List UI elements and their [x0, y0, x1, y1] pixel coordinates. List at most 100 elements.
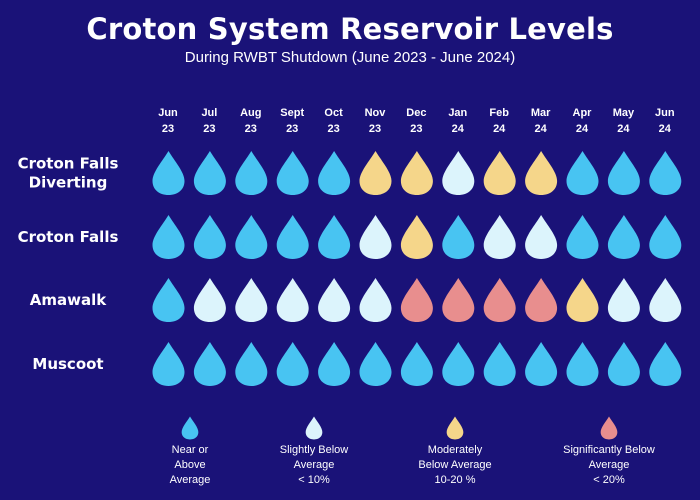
- water-drop-slightly-below: [359, 215, 392, 259]
- water-drop-near-or-above: [152, 278, 185, 322]
- water-drop-slightly-below: [276, 278, 309, 322]
- year-label: 23: [162, 123, 174, 135]
- water-drop-near-or-above: [235, 215, 268, 259]
- water-drop-near-or-above: [442, 342, 475, 386]
- water-drop-moderately-below: [483, 151, 516, 195]
- water-drop-significantly-below: [525, 278, 558, 322]
- water-drop-near-or-above: [276, 342, 309, 386]
- water-drop-near-or-above: [193, 342, 226, 386]
- month-label: Oct: [324, 107, 343, 119]
- water-drop-near-or-above: [193, 215, 226, 259]
- legend-label: Significantly Below Average < 20%: [563, 444, 655, 486]
- water-drop-slightly-below: [649, 278, 682, 322]
- year-label: 23: [369, 123, 381, 135]
- reservoir-label: Croton Falls: [18, 228, 119, 246]
- water-drop-significantly-below: [400, 278, 433, 322]
- legend-label: Slightly Below Average < 10%: [279, 444, 349, 486]
- month-label: Sept: [280, 107, 304, 119]
- year-label: 23: [203, 123, 215, 135]
- year-label: 23: [327, 123, 339, 135]
- legend-item-near-or-above: Near or Above Average: [115, 416, 265, 488]
- water-drop-icon: [305, 416, 323, 440]
- water-drop-near-or-above: [566, 342, 599, 386]
- reservoir-label: Amawalk: [30, 291, 107, 309]
- water-drop-near-or-above: [649, 342, 682, 386]
- chart-title: Croton System Reservoir Levels: [86, 12, 614, 46]
- water-drop-icon: [181, 416, 199, 440]
- legend-label: Moderately Below Average 10-20 %: [418, 444, 492, 486]
- legend-label: Near or Above Average: [169, 444, 211, 486]
- month-label: Feb: [489, 107, 509, 119]
- water-drop-near-or-above: [607, 215, 640, 259]
- water-drop-slightly-below: [442, 151, 475, 195]
- month-label: Apr: [573, 107, 593, 119]
- year-label: 24: [452, 123, 465, 135]
- water-drop-near-or-above: [318, 342, 351, 386]
- water-drop-slightly-below: [607, 278, 640, 322]
- water-drop-near-or-above: [649, 215, 682, 259]
- water-drop-significantly-below: [442, 278, 475, 322]
- year-label: 24: [493, 123, 506, 135]
- water-drop-moderately-below: [566, 278, 599, 322]
- water-drop-near-or-above: [152, 342, 185, 386]
- legend: Near or Above Average Slightly Below Ave…: [0, 416, 700, 500]
- water-drop-slightly-below: [235, 278, 268, 322]
- chart-subtitle: During RWBT Shutdown (June 2023 - June 2…: [184, 49, 516, 66]
- water-drop-near-or-above: [525, 342, 558, 386]
- year-label: 23: [286, 123, 298, 135]
- water-drop-slightly-below: [359, 278, 392, 322]
- year-label: 24: [576, 123, 589, 135]
- year-label: 24: [534, 123, 547, 135]
- month-label: Dec: [406, 107, 426, 119]
- year-label: 23: [410, 123, 422, 135]
- water-drop-moderately-below: [525, 151, 558, 195]
- water-drop-near-or-above: [607, 342, 640, 386]
- water-drop-near-or-above: [193, 151, 226, 195]
- water-drop-moderately-below: [359, 151, 392, 195]
- year-label: 24: [659, 123, 672, 135]
- water-drop-near-or-above: [152, 151, 185, 195]
- legend-item-slightly-below: Slightly Below Average < 10%: [239, 416, 389, 488]
- reservoir-label: Diverting: [29, 174, 108, 192]
- legend-item-moderately-below: Moderately Below Average 10-20 %: [380, 416, 530, 488]
- water-drop-near-or-above: [483, 342, 516, 386]
- month-label: Mar: [531, 107, 551, 119]
- reservoir-label: Croton Falls: [18, 155, 119, 173]
- water-drop-near-or-above: [318, 215, 351, 259]
- water-drop-icon: [446, 416, 464, 440]
- water-drop-near-or-above: [607, 151, 640, 195]
- month-label: Jan: [448, 107, 467, 119]
- water-drop-slightly-below: [483, 215, 516, 259]
- month-axis: Jun 23 Jul 23 Aug 23 Sept 23 Oct 23 Nov 23 Dec 23 Jan 2…: [158, 107, 675, 135]
- water-drop-near-or-above: [359, 342, 392, 386]
- month-label: Jun: [655, 107, 675, 119]
- drop-grid: [152, 151, 682, 386]
- water-drop-near-or-above: [276, 215, 309, 259]
- month-label: Jul: [201, 107, 217, 119]
- water-drop-near-or-above: [152, 215, 185, 259]
- month-label: Aug: [240, 107, 261, 119]
- water-drop-near-or-above: [318, 151, 351, 195]
- water-drop-near-or-above: [649, 151, 682, 195]
- water-drop-near-or-above: [276, 151, 309, 195]
- water-drop-near-or-above: [235, 342, 268, 386]
- month-label: Jun: [158, 107, 178, 119]
- water-drop-near-or-above: [235, 151, 268, 195]
- water-drop-icon: [600, 416, 618, 440]
- water-drop-near-or-above: [400, 342, 433, 386]
- water-drop-near-or-above: [566, 151, 599, 195]
- water-drop-slightly-below: [525, 215, 558, 259]
- reservoir-label: Muscoot: [32, 355, 103, 373]
- water-drop-slightly-below: [318, 278, 351, 322]
- month-label: May: [613, 107, 635, 119]
- water-drop-near-or-above: [442, 215, 475, 259]
- water-drop-significantly-below: [483, 278, 516, 322]
- water-drop-slightly-below: [193, 278, 226, 322]
- legend-item-significantly-below: Significantly Below Average < 20%: [534, 416, 684, 488]
- water-drop-moderately-below: [400, 215, 433, 259]
- month-label: Nov: [365, 107, 387, 119]
- water-drop-near-or-above: [566, 215, 599, 259]
- year-label: 23: [245, 123, 257, 135]
